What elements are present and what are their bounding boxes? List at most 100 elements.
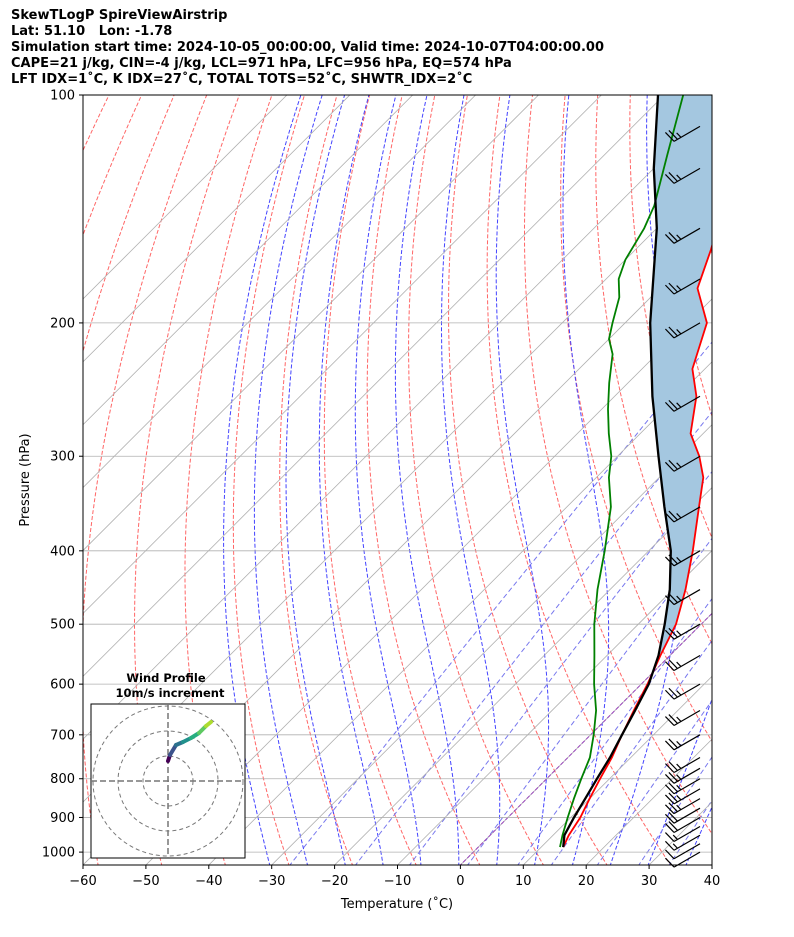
isotherm	[396, 549, 712, 865]
mixing-ratio-line	[668, 799, 712, 865]
moist-adiabat	[318, 95, 384, 865]
x-ticks: −60 −50 −40 −30 −20 −10 0 10 20 30 40	[69, 865, 720, 889]
wind-barb	[664, 798, 701, 815]
x-tick-label: −20	[321, 874, 348, 889]
hodograph-segment	[204, 720, 213, 728]
wind-barb	[664, 506, 701, 523]
y-tick-label: 700	[50, 728, 75, 743]
y-tick-label: 1000	[42, 846, 75, 861]
dry-adiabat	[486, 95, 672, 865]
wind-barb	[664, 623, 701, 640]
wind-barb	[664, 778, 701, 795]
wind-barb	[664, 550, 701, 567]
moist-adiabat	[253, 95, 323, 865]
y-tick-label: 500	[50, 618, 75, 633]
y-tick-label: 600	[50, 678, 75, 693]
hodograph-inset: Wind Profile 10m/s increment	[90, 671, 246, 859]
mixing-ratio-line	[354, 411, 712, 865]
x-tick-label: 30	[641, 874, 658, 889]
moist-adiabat	[285, 95, 346, 865]
dry-adiabat	[279, 95, 354, 865]
wind-barb	[664, 395, 701, 412]
dry-adiabat	[366, 95, 481, 865]
moist-adiabat	[354, 95, 422, 865]
y-ticks: 1000 900 800 700 600 500 400 300 200 100	[42, 89, 83, 861]
dry-adiabat	[448, 95, 608, 865]
isotherm	[459, 612, 712, 865]
moist-adiabat	[223, 95, 302, 865]
wind-barb	[664, 709, 701, 726]
hodograph-title: Wind Profile	[126, 671, 206, 685]
hodograph-plot	[91, 704, 245, 858]
mixing-ratio-line	[517, 597, 712, 865]
wind-barb	[664, 834, 701, 851]
isotherm	[83, 95, 351, 363]
isotherm	[83, 95, 665, 677]
wind-barbs	[664, 125, 701, 868]
isotherm	[83, 95, 477, 489]
isotherm	[83, 95, 602, 614]
title-line-3: Simulation start time: 2024-10-05_00:00:…	[11, 40, 604, 55]
dewpoint-line	[559, 95, 685, 848]
wind-barb	[664, 767, 701, 784]
isotherm	[334, 487, 712, 865]
x-tick-label: 10	[515, 874, 532, 889]
wind-barb	[664, 788, 701, 805]
wind-barb	[664, 455, 701, 472]
mixing-ratio-line	[596, 699, 712, 865]
y-tick-label: 100	[50, 89, 75, 104]
isotherm	[83, 95, 540, 552]
wind-barb	[664, 683, 701, 700]
y-tick-label: 300	[50, 450, 75, 465]
x-axis-label: Temperature (˚C)	[340, 896, 453, 912]
mixing-ratio-line	[550, 639, 712, 865]
wind-barb	[664, 167, 701, 184]
freezing-isotherm	[459, 612, 712, 865]
x-tick-label: 0	[456, 874, 464, 889]
x-tick-label: −40	[195, 874, 222, 889]
profiles	[559, 95, 712, 848]
isotherm	[711, 864, 712, 865]
isotherm	[83, 95, 414, 426]
y-axis-label: Pressure (hPa)	[18, 433, 33, 526]
chart-title-block: SkewTLogP SpireViewAirstrip Lat: 51.10 Lo…	[11, 8, 604, 88]
y-tick-label: 900	[50, 811, 75, 826]
x-tick-label: −50	[132, 874, 159, 889]
dry-adiabat	[83, 95, 208, 865]
moist-adiabat	[441, 95, 501, 865]
mixing-ratio-line	[467, 537, 712, 865]
cape-area	[650, 95, 712, 670]
dry-adiabat	[232, 95, 306, 865]
x-tick-label: −10	[384, 874, 411, 889]
wind-barb	[664, 807, 701, 824]
dry-adiabat	[323, 95, 417, 865]
title-line-1: SkewTLogP SpireViewAirstrip	[11, 8, 228, 23]
y-tick-label: 400	[50, 544, 75, 559]
wind-barb	[664, 322, 701, 339]
cape-shading	[650, 95, 712, 670]
wind-barb	[664, 589, 701, 606]
isotherm	[83, 95, 288, 300]
title-line-2: Lat: 51.10 Lon: -1.78	[11, 24, 173, 39]
dry-adiabat	[524, 95, 712, 835]
dry-adiabat	[408, 95, 544, 865]
mixing-ratio-line	[289, 341, 712, 865]
wind-barb	[664, 278, 701, 295]
wind-barb	[664, 756, 701, 774]
x-tick-label: −30	[258, 874, 285, 889]
mixing-ratio-line	[408, 470, 712, 865]
wind-barb	[664, 816, 701, 833]
wind-barb	[664, 825, 701, 842]
dry-adiabat	[595, 95, 712, 645]
moist-adiabat	[562, 95, 610, 865]
y-tick-label: 800	[50, 772, 75, 787]
isotherm	[271, 424, 712, 865]
dry-adiabat	[727, 78, 794, 867]
moist-adiabat	[394, 95, 460, 865]
temperature-line	[562, 242, 712, 848]
x-tick-label: 40	[704, 874, 721, 889]
dry-adiabat	[0, 78, 85, 867]
wind-barb	[664, 125, 701, 142]
parcel-path-line	[562, 95, 672, 848]
